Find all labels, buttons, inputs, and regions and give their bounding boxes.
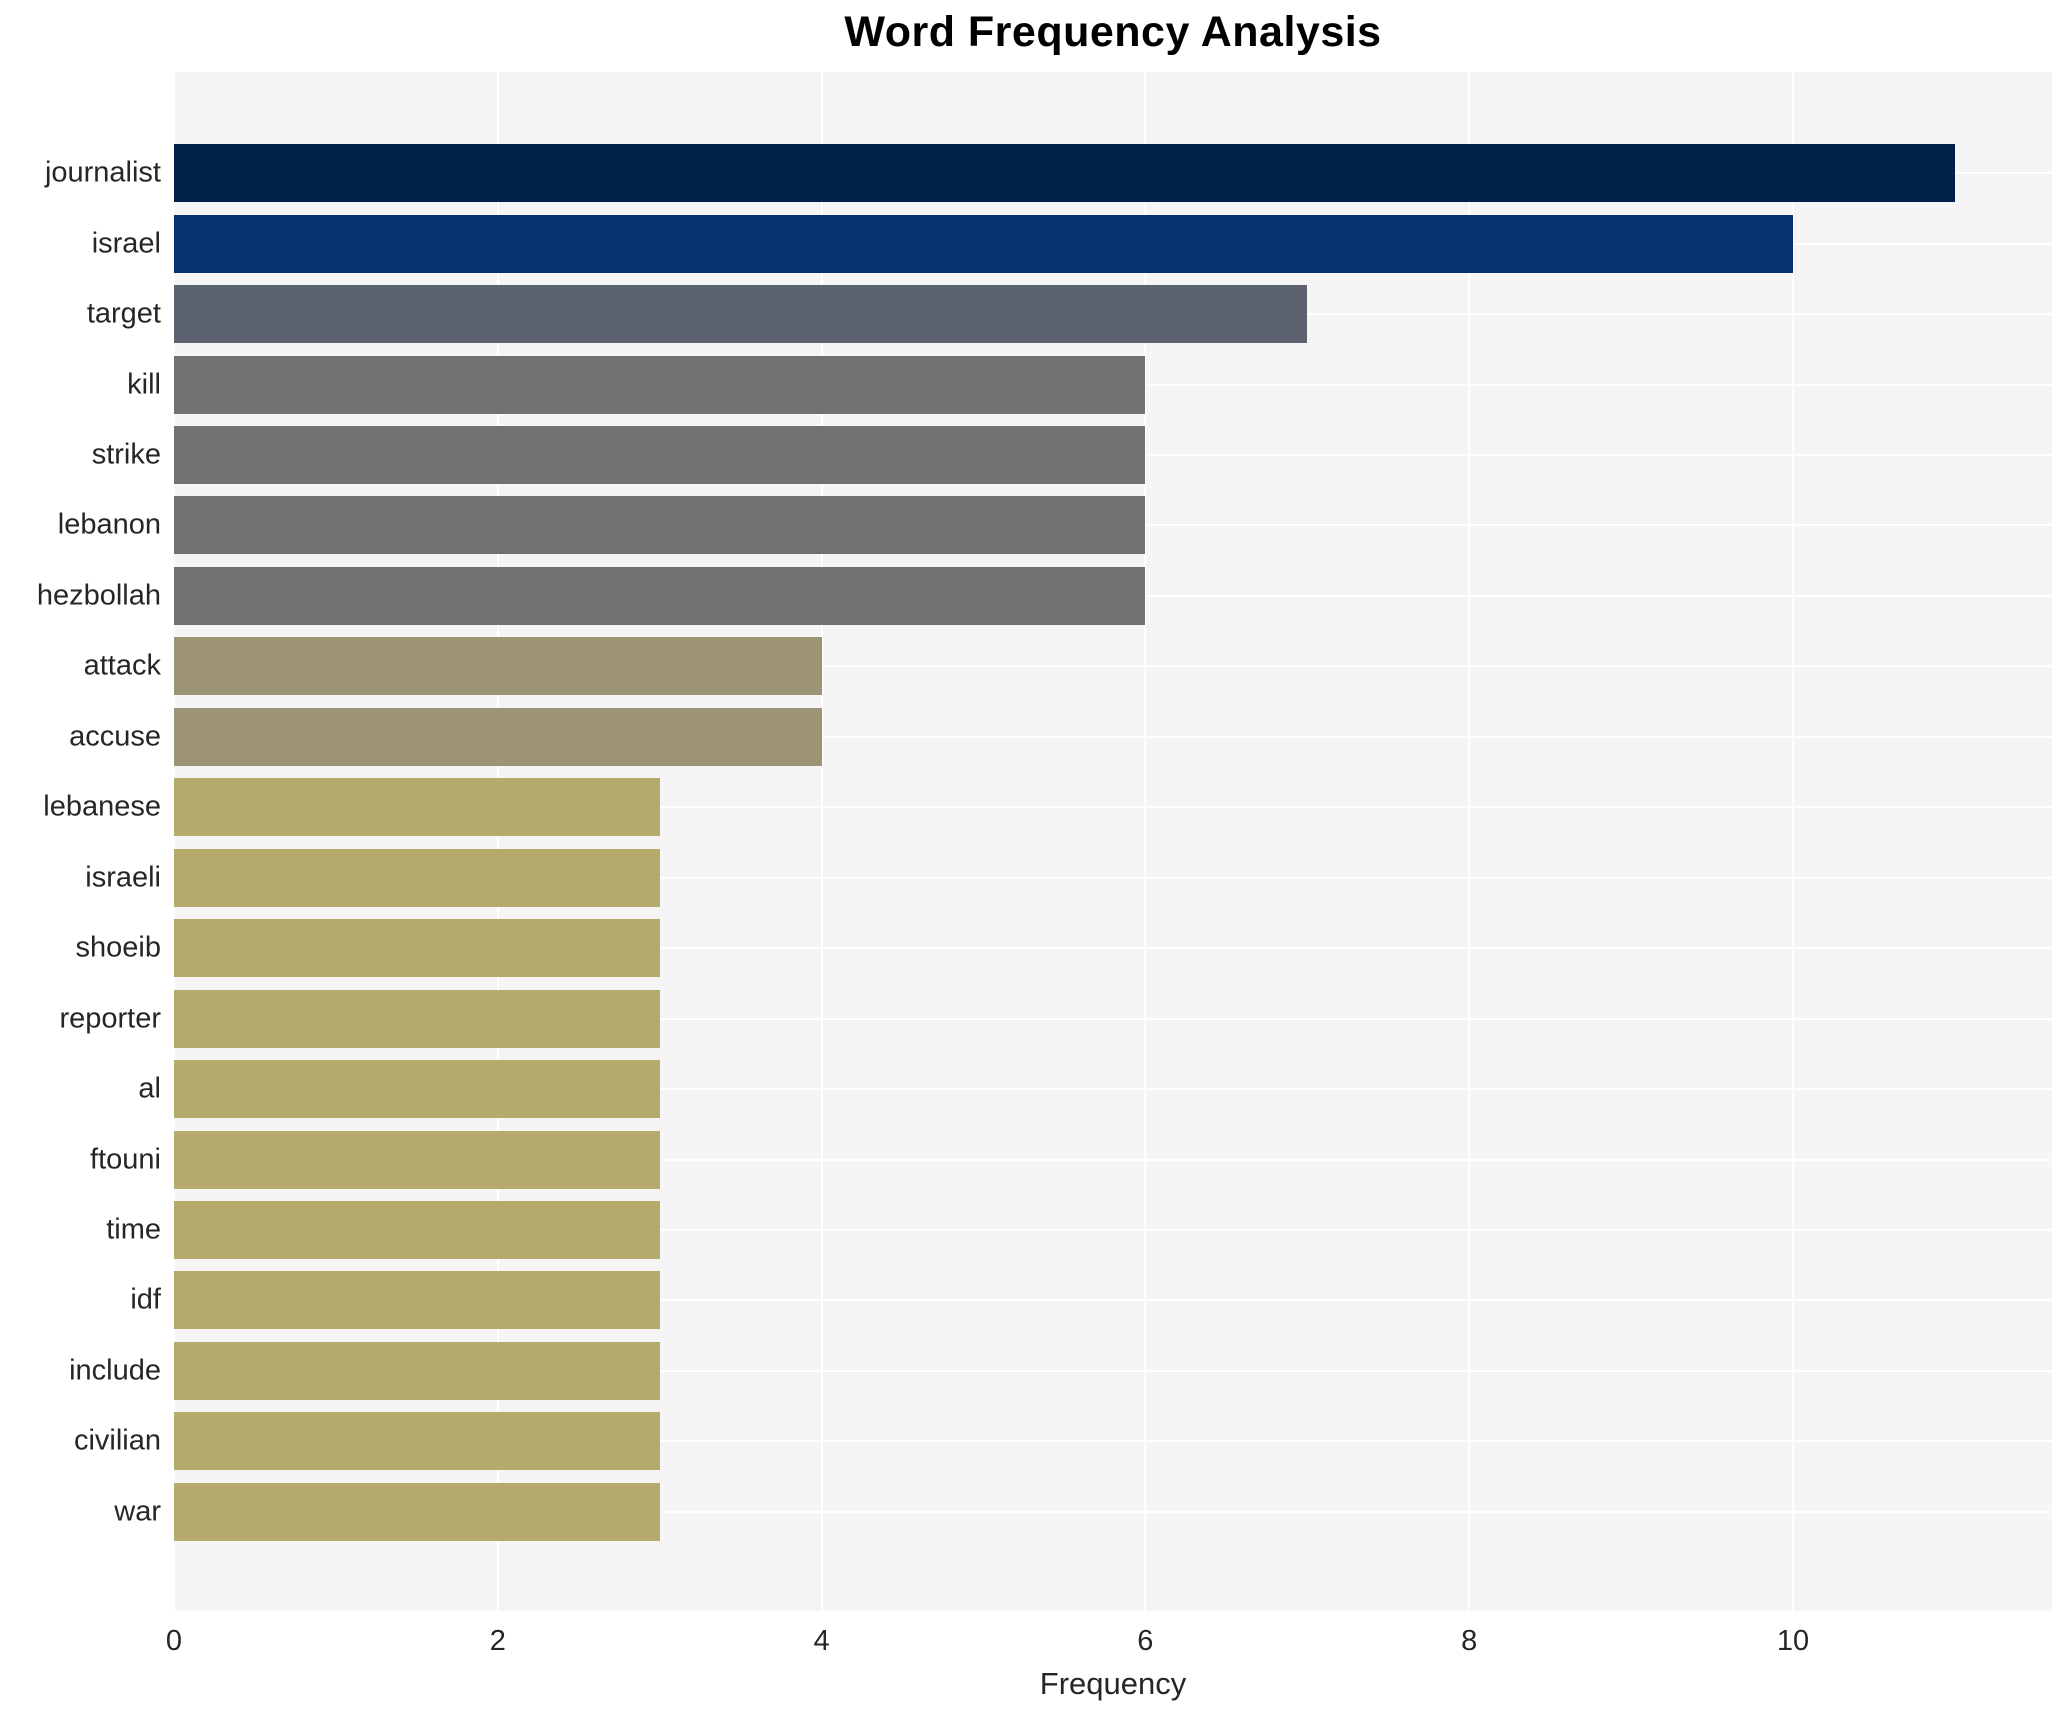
vertical-gridline	[820, 72, 823, 1611]
horizontal-gridline	[174, 1229, 2052, 1232]
vertical-gridline	[1144, 72, 1147, 1611]
x-axis-label: Frequency	[1039, 1666, 1187, 1701]
bar-row: war	[114, 1477, 2052, 1547]
bar-row: kill	[127, 349, 2052, 419]
category-label: include	[69, 1354, 161, 1387]
horizontal-gridline	[174, 1440, 2052, 1443]
x-tick-label: 10	[1776, 1625, 1810, 1657]
vertical-gridline	[1791, 72, 1794, 1611]
frequency-bar	[174, 144, 1955, 203]
bar-row: israeli	[85, 843, 2052, 913]
frequency-bar	[174, 848, 660, 907]
bar-row: idf	[130, 1265, 2052, 1335]
bar-row: include	[69, 1336, 2052, 1406]
frequency-bar	[174, 778, 660, 837]
x-tick-label: 4	[813, 1625, 830, 1657]
bar-row: time	[106, 1195, 2052, 1265]
category-label: civilian	[73, 1424, 161, 1457]
bar-row: shoeib	[76, 913, 2052, 983]
frequency-bar	[174, 214, 1793, 273]
category-label: hezbollah	[36, 579, 161, 612]
bar-rows-container: journalist israel target kill strike lebanon h…	[37, 72, 2052, 1611]
horizontal-gridline	[174, 1088, 2052, 1091]
category-label: accuse	[69, 720, 161, 753]
frequency-bar	[174, 637, 822, 696]
chart-title: Word Frequency Analysis	[844, 8, 1382, 56]
category-label: lebanese	[43, 790, 161, 823]
horizontal-gridline	[174, 876, 2052, 879]
x-tick-label: 0	[165, 1625, 183, 1657]
frequency-bar	[174, 566, 1146, 625]
bar-row: journalist	[45, 138, 2052, 208]
horizontal-gridline	[174, 1299, 2052, 1302]
frequency-bar	[174, 919, 660, 978]
bar-row: al	[138, 1054, 2052, 1124]
horizontal-gridline	[174, 1369, 2052, 1372]
category-label: israeli	[85, 861, 161, 894]
vertical-gridline	[496, 72, 499, 1611]
frequency-bar	[174, 1341, 660, 1400]
category-label: war	[114, 1495, 161, 1528]
x-tick-label: 8	[1461, 1625, 1478, 1657]
category-label: kill	[127, 368, 161, 401]
frequency-bar	[174, 707, 822, 766]
horizontal-gridline	[174, 1158, 2052, 1161]
bar-row: hezbollah	[37, 561, 2052, 631]
vertical-gridline	[1468, 72, 1471, 1611]
bar-row: accuse	[69, 702, 2052, 772]
horizontal-gridline	[174, 665, 2052, 668]
bar-row: israel	[92, 208, 2052, 278]
bar-row: civilian	[74, 1406, 2052, 1476]
category-label: shoeib	[75, 931, 161, 964]
bar-row: ftouni	[90, 1124, 2052, 1194]
category-label: attack	[83, 649, 161, 682]
category-label: target	[86, 297, 161, 330]
x-tick-label: 2	[489, 1625, 506, 1657]
frequency-bar	[174, 1482, 660, 1541]
horizontal-gridline	[174, 1017, 2052, 1020]
category-label: ftouni	[90, 1143, 161, 1176]
x-tick-label: 6	[1137, 1625, 1154, 1657]
category-label: idf	[130, 1283, 161, 1316]
plot-area: journalist israel target kill strike lebanon h…	[37, 72, 2052, 1701]
bar-row: target	[87, 279, 2052, 349]
bar-row: lebanon	[58, 490, 2052, 560]
horizontal-gridline	[174, 947, 2052, 950]
frequency-bar	[174, 1271, 660, 1330]
frequency-bar	[174, 355, 1146, 414]
frequency-bar	[174, 989, 660, 1048]
category-label: strike	[91, 438, 161, 471]
bar-row: reporter	[59, 983, 2052, 1053]
frequency-bar	[174, 1130, 660, 1189]
category-label: journalist	[44, 156, 161, 189]
frequency-bar	[174, 1201, 660, 1260]
horizontal-gridline	[174, 806, 2052, 809]
frequency-bar	[174, 426, 1146, 485]
bar-row: lebanese	[43, 772, 2052, 842]
vertical-gridline	[173, 72, 175, 1611]
frequency-bar	[174, 1412, 660, 1471]
bar-row: strike	[92, 420, 2052, 490]
frequency-bar	[174, 496, 1146, 555]
horizontal-gridline	[174, 735, 2052, 738]
frequency-bar	[174, 1060, 660, 1119]
category-label: time	[106, 1213, 161, 1246]
category-label: lebanon	[57, 508, 161, 541]
frequency-bar	[174, 285, 1308, 344]
category-label: israel	[91, 227, 161, 260]
horizontal-gridline	[174, 1510, 2052, 1513]
bar-row: attack	[84, 631, 2052, 701]
category-label: reporter	[59, 1002, 161, 1035]
category-label: al	[138, 1072, 161, 1105]
